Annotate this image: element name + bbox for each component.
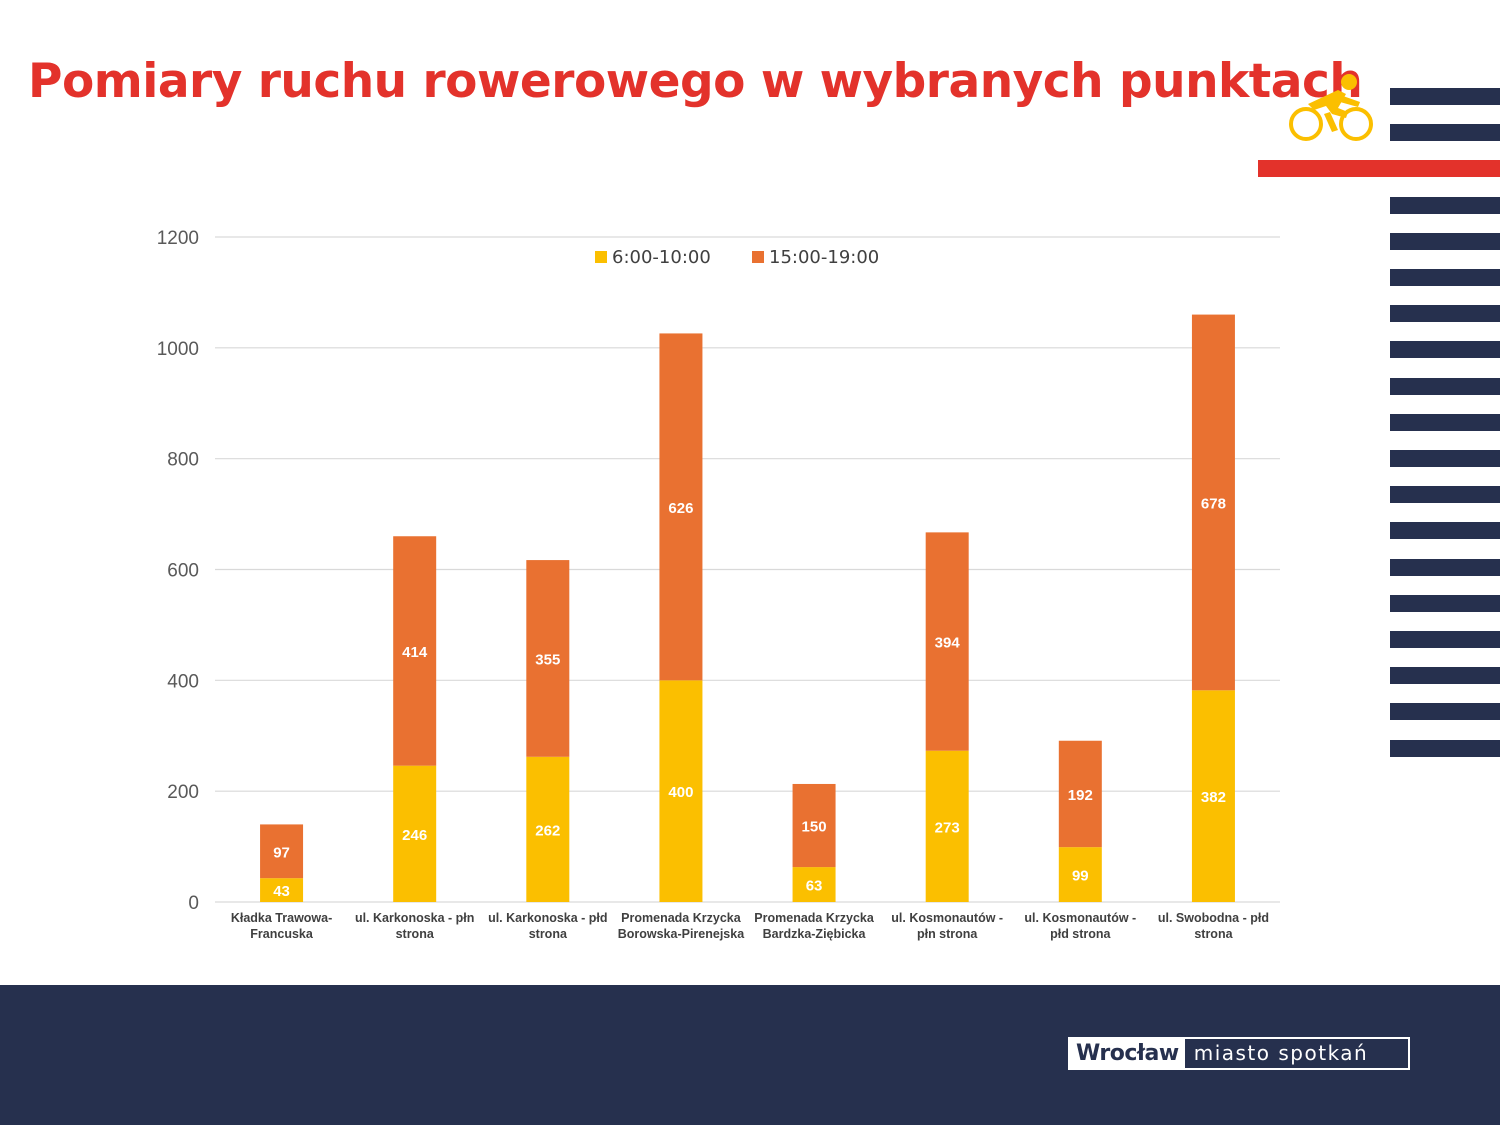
bar-segment-morning <box>1191 690 1235 902</box>
decorative-stripe <box>1390 196 1500 214</box>
x-category-label: strona <box>1194 927 1233 941</box>
decorative-stripe <box>1390 232 1500 250</box>
bar-segment-morning <box>393 765 437 902</box>
stacked-bar-chart: 0 200 400 600 800 1000 1200 43 97 Kładka Trawowa-… <box>157 228 1280 941</box>
decorative-stripe <box>1390 413 1500 431</box>
bar-segment-afternoon <box>659 333 703 681</box>
x-category-label: Promenada Krzycka <box>754 911 875 925</box>
x-category-label: Kładka Trawowa- <box>231 911 332 925</box>
decorative-stripe <box>1390 305 1500 323</box>
decorative-red-bar <box>1258 160 1500 177</box>
y-tick-label: 0 <box>188 893 199 914</box>
data-label: 99 <box>1072 868 1089 885</box>
x-category-label: ul. Kosmonautów - <box>891 911 1003 925</box>
x-category-label: płn strona <box>917 927 978 941</box>
bar-segment-afternoon <box>393 536 437 766</box>
wroclaw-logo: Wrocław miasto spotkań <box>1068 1037 1410 1070</box>
data-label: 355 <box>535 651 560 668</box>
bar-segment-afternoon <box>526 560 570 757</box>
decorative-stripe <box>1390 703 1500 721</box>
y-tick-label: 600 <box>167 561 199 582</box>
data-label: 678 <box>1201 495 1226 512</box>
x-category-label: ul. Karkonoska - płn <box>355 911 474 925</box>
data-label: 394 <box>935 635 961 652</box>
legend-swatch <box>752 251 764 263</box>
decorative-stripe <box>1390 522 1500 540</box>
legend-swatch <box>595 251 607 263</box>
data-label: 273 <box>935 819 960 836</box>
data-label: 192 <box>1068 787 1093 804</box>
bar-segment-morning <box>659 680 703 902</box>
data-label: 400 <box>668 784 693 801</box>
bar-segment-afternoon <box>260 824 304 879</box>
x-category-label: strona <box>396 927 435 941</box>
decorative-stripe <box>1390 486 1500 504</box>
decorative-stripe <box>1390 667 1500 685</box>
page-title: Pomiary ruchu rowerowego w wybranych pun… <box>28 54 1363 109</box>
data-label: 262 <box>535 822 560 839</box>
decorative-stripes <box>1390 88 1500 768</box>
logo-wordmark: Wrocław <box>1070 1039 1185 1068</box>
bar-segment-morning <box>1058 847 1102 902</box>
decorative-stripe <box>1390 269 1500 286</box>
data-label: 626 <box>668 500 693 517</box>
decorative-stripe <box>1390 88 1500 105</box>
data-label: 246 <box>402 827 427 844</box>
decorative-stripe <box>1390 739 1500 757</box>
bar-segment-morning <box>925 750 969 902</box>
y-tick-label: 200 <box>167 782 199 803</box>
y-tick-label: 800 <box>167 450 199 471</box>
bar-segment-afternoon <box>925 532 969 751</box>
x-category-label: ul. Swobodna - płd <box>1158 911 1269 925</box>
x-category-label: ul. Karkonoska - płd <box>488 911 607 925</box>
bar-segment-afternoon <box>1191 314 1235 691</box>
x-category-label: płd strona <box>1050 927 1111 941</box>
decorative-stripe <box>1390 631 1500 648</box>
footer-band <box>0 985 1500 1125</box>
cyclist-icon <box>1289 74 1373 141</box>
data-label: 382 <box>1201 789 1226 806</box>
y-tick-label: 1200 <box>157 228 199 249</box>
bar-segment-morning <box>526 756 570 902</box>
bar-segment-afternoon <box>1058 740 1102 848</box>
data-label: 414 <box>402 644 428 661</box>
decorative-stripe <box>1390 377 1500 395</box>
decorative-stripe <box>1390 341 1500 359</box>
x-category-label: Francuska <box>250 927 314 941</box>
x-category-label: Borowska-Pirenejska <box>618 927 745 941</box>
y-tick-label: 400 <box>167 671 199 692</box>
x-category-label: Bardzka-Ziębicka <box>763 927 867 941</box>
y-tick-label: 1000 <box>157 339 199 360</box>
bar-segment-morning <box>260 878 304 902</box>
x-category-label: ul. Kosmonautów - <box>1024 911 1136 925</box>
legend-label: 15:00-19:00 <box>769 247 879 268</box>
legend-label: 6:00-10:00 <box>612 247 711 268</box>
data-label: 150 <box>802 819 827 836</box>
bar-segment-afternoon <box>792 783 836 868</box>
logo-tagline: miasto spotkań <box>1193 1041 1369 1065</box>
x-category-label: Promenada Krzycka <box>621 911 742 925</box>
decorative-stripe <box>1390 594 1500 612</box>
decorative-stripe <box>1390 450 1500 467</box>
bar-segment-morning <box>792 867 836 902</box>
decorative-stripe <box>1390 124 1500 142</box>
x-category-label: strona <box>529 927 568 941</box>
data-label: 63 <box>806 878 823 895</box>
data-label: 97 <box>273 844 290 861</box>
data-label: 43 <box>273 883 290 900</box>
decorative-stripe <box>1390 558 1500 576</box>
